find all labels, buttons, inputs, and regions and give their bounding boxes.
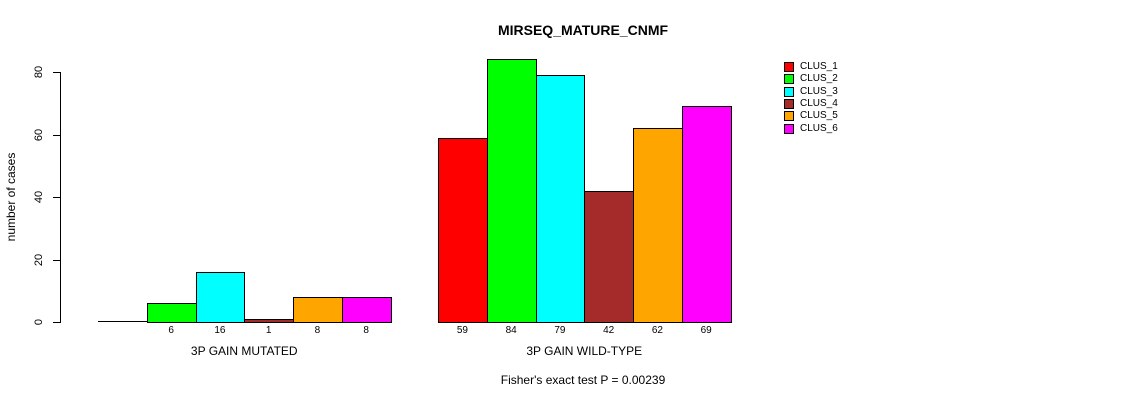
bar-value-label: 62 [651, 325, 663, 336]
legend-swatch [784, 123, 794, 134]
bar-CLUS_3 [535, 75, 586, 323]
bar-value-label: 84 [505, 325, 517, 336]
legend-label: CLUS_1 [800, 61, 838, 72]
legend-swatch [784, 74, 794, 85]
y-tick [53, 134, 60, 136]
bar-CLUS_3 [195, 272, 246, 323]
bar-CLUS_1 [438, 138, 488, 323]
group-label: 3P GAIN WILD-TYPE [526, 344, 643, 358]
legend-swatch [784, 111, 794, 122]
bar-CLUS_6 [341, 297, 392, 323]
bar-CLUS_1 [98, 321, 148, 322]
legend-swatch [784, 86, 794, 97]
legend-label: CLUS_5 [800, 110, 838, 122]
bar-CLUS_5 [293, 297, 343, 323]
y-axis-line [60, 72, 61, 323]
bar-value-label: 16 [214, 325, 226, 336]
bar-CLUS_5 [633, 128, 683, 323]
bar-value-label: 6 [168, 325, 174, 336]
y-tick [53, 197, 60, 198]
footer-annotation: Fisher's exact test P = 0.00239 [500, 373, 666, 387]
group-label: 3P GAIN MUTATED [190, 344, 298, 358]
bar-value-label: 8 [314, 325, 321, 336]
legend-label: CLUS_4 [800, 97, 838, 109]
y-tick [53, 322, 60, 323]
bar-value-label: 1 [265, 325, 272, 336]
chart-title: MIRSEQ_MATURE_CNMF [497, 22, 669, 38]
bar-value-label: 8 [363, 325, 369, 336]
legend-swatch [784, 98, 794, 109]
bar-value-label: 79 [554, 325, 566, 336]
bar-value-label: 59 [456, 325, 468, 336]
bar-value-label: 42 [603, 325, 615, 336]
y-tick [53, 72, 60, 73]
bar-CLUS_4 [584, 191, 634, 323]
legend-label: CLUS_6 [800, 122, 838, 134]
bar-CLUS_2 [486, 59, 537, 323]
bar-CLUS_2 [146, 303, 197, 323]
y-tick [53, 259, 60, 261]
legend-label: CLUS_2 [800, 73, 838, 85]
legend-swatch [784, 62, 794, 72]
bar-CLUS_6 [681, 106, 732, 323]
bar-CLUS_4 [244, 319, 294, 323]
legend-label: CLUS_3 [800, 85, 838, 97]
bar-value-label: 69 [700, 325, 712, 336]
